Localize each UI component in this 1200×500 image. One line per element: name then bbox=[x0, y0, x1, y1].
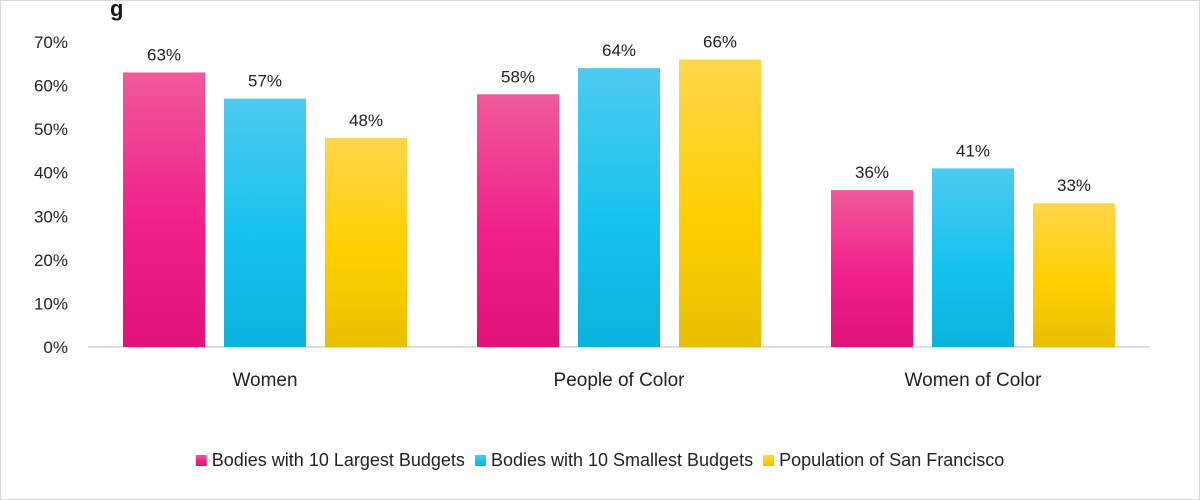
legend-swatch bbox=[763, 455, 775, 466]
y-tick-label: 70% bbox=[34, 33, 68, 52]
y-tick-label: 10% bbox=[34, 294, 68, 313]
bar bbox=[477, 94, 559, 348]
y-axis: 0% 10% 20% 30% 40% 50% 60% 70% bbox=[34, 33, 68, 357]
category-labels: Women People of Color Women of Color bbox=[232, 370, 1042, 391]
legend-swatch bbox=[195, 455, 207, 466]
x-tick-label: Women of Color bbox=[905, 370, 1043, 391]
bar bbox=[831, 190, 913, 347]
data-label: 64% bbox=[602, 41, 636, 60]
bar bbox=[325, 137, 407, 347]
data-label: 63% bbox=[147, 46, 181, 65]
bars-group: 63% 57% 48% 58% 64% 66% 36% 41% 33% bbox=[123, 32, 1115, 348]
legend: Bodies with 10 Largest Budgets Bodies wit… bbox=[195, 450, 1004, 470]
legend-label: Population of San Francisco bbox=[779, 450, 1004, 470]
data-label: 48% bbox=[349, 111, 383, 130]
data-label: 57% bbox=[248, 72, 282, 91]
y-tick-label: 40% bbox=[34, 164, 68, 183]
x-tick-label: Women bbox=[232, 370, 297, 391]
bar bbox=[932, 168, 1014, 347]
y-tick-label: 60% bbox=[34, 77, 68, 96]
y-tick-label: 30% bbox=[34, 207, 68, 226]
bar bbox=[224, 98, 306, 348]
bar bbox=[1033, 203, 1115, 347]
legend-label: Bodies with 10 Largest Budgets bbox=[212, 450, 465, 470]
data-label: 33% bbox=[1057, 176, 1091, 195]
y-tick-label: 50% bbox=[34, 120, 68, 139]
legend-label: Bodies with 10 Smallest Budgets bbox=[491, 450, 753, 470]
y-tick-label: 0% bbox=[43, 338, 68, 357]
chart-title: g bbox=[110, 0, 123, 21]
x-tick-label: People of Color bbox=[554, 370, 686, 391]
data-label: 36% bbox=[855, 163, 889, 182]
data-label: 58% bbox=[501, 67, 535, 86]
data-label: 41% bbox=[956, 141, 990, 160]
bar bbox=[123, 72, 205, 347]
bar bbox=[679, 59, 761, 348]
data-label: 66% bbox=[703, 32, 737, 51]
bar bbox=[578, 68, 660, 348]
y-tick-label: 20% bbox=[34, 251, 68, 270]
legend-swatch bbox=[474, 455, 486, 466]
